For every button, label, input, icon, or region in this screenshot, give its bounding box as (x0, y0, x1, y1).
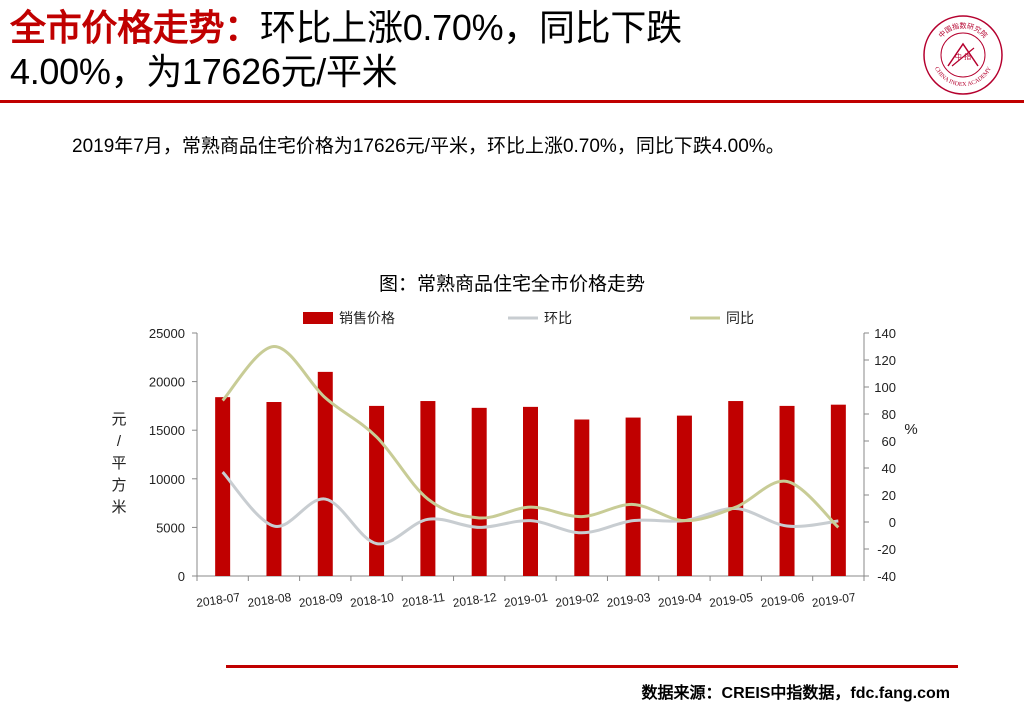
price-bar (676, 415, 692, 576)
right-tick-label: 60 (882, 434, 896, 449)
x-tick-label: 2018-07 (195, 590, 241, 610)
price-bar (317, 371, 333, 576)
page-title: 全市价格走势：环比上涨0.70%，同比下跌 4.00%，为17626元/平米 (10, 6, 910, 94)
legend-mom-label: 环比 (544, 310, 572, 326)
left-tick-label: 25000 (149, 326, 185, 341)
right-tick-label: 80 (882, 407, 896, 422)
y2-axis-label: % (904, 421, 917, 438)
left-tick-label: 10000 (149, 472, 185, 487)
price-bar (523, 406, 538, 576)
x-tick-label: 2019-03 (606, 590, 652, 610)
y-axis-label-char: 平 (111, 455, 126, 472)
summary-text: 2019年7月，常熟商品住宅价格为17626元/平米，环比上涨0.70%，同比下… (72, 136, 785, 157)
price-bar (369, 405, 385, 576)
price-bar (574, 419, 590, 576)
left-tick-label: 20000 (149, 375, 185, 390)
title-line-2: 4.00%，为17626元/平米 (10, 51, 398, 92)
yoy-line (221, 344, 840, 529)
china-index-academy-logo: 中国指数研究院 CHINA INDEX ACADEMY 中 指 (923, 15, 1003, 95)
price-bar (215, 397, 231, 576)
footer-divider (226, 665, 958, 668)
legend-yoy-label: 同比 (726, 310, 754, 326)
price-bar (266, 402, 282, 576)
price-bar (471, 407, 487, 576)
price-bar (830, 404, 846, 576)
x-tick-label: 2019-04 (657, 590, 703, 610)
right-tick-label: -20 (877, 542, 896, 557)
x-tick-label: 2019-05 (708, 590, 754, 610)
right-tick-label: 0 (889, 515, 896, 530)
right-tick-label: 140 (874, 326, 896, 341)
data-source: 数据来源：CREIS中指数据，fdc.fang.com (641, 685, 950, 702)
right-tick-label: 20 (882, 488, 896, 503)
x-tick-label: 2019-07 (811, 590, 857, 610)
y-axis-label-char: 元 (111, 411, 126, 428)
right-tick-label: 40 (882, 461, 896, 476)
price-bar (420, 401, 436, 576)
x-tick-label: 2019-01 (503, 590, 549, 610)
right-tick-label: 100 (874, 380, 896, 395)
x-tick-label: 2018-10 (349, 590, 395, 610)
legend-sales-price-swatch (303, 312, 333, 324)
y-axis-label-char: 米 (111, 499, 126, 516)
x-tick-label: 2018-08 (247, 590, 293, 610)
left-tick-label: 15000 (149, 423, 185, 438)
y-axis-label-char: 方 (111, 477, 126, 494)
left-tick-label: 5000 (156, 520, 185, 535)
title-divider (0, 100, 1024, 103)
x-tick-label: 2018-12 (452, 590, 498, 610)
left-tick-label: 0 (178, 569, 185, 584)
title-line-1: 环比上涨0.70%，同比下跌 (259, 7, 682, 48)
title-highlight: 全市价格走势： (10, 7, 260, 48)
price-bar (728, 401, 744, 576)
x-tick-label: 2018-09 (298, 590, 344, 610)
chart-title: 图：常熟商品住宅全市价格走势 (378, 274, 645, 295)
price-bar (779, 405, 795, 576)
logo-center-text: 中 指 (955, 52, 971, 61)
y-axis-label-char: / (117, 433, 122, 450)
price-bar (625, 417, 641, 576)
x-tick-label: 2018-11 (401, 590, 446, 610)
x-tick-label: 2019-02 (554, 590, 600, 610)
right-tick-label: 120 (874, 353, 896, 368)
x-tick-label: 2019-06 (760, 590, 806, 610)
right-tick-label: -40 (877, 569, 896, 584)
legend-sales-price-label: 销售价格 (339, 310, 395, 326)
